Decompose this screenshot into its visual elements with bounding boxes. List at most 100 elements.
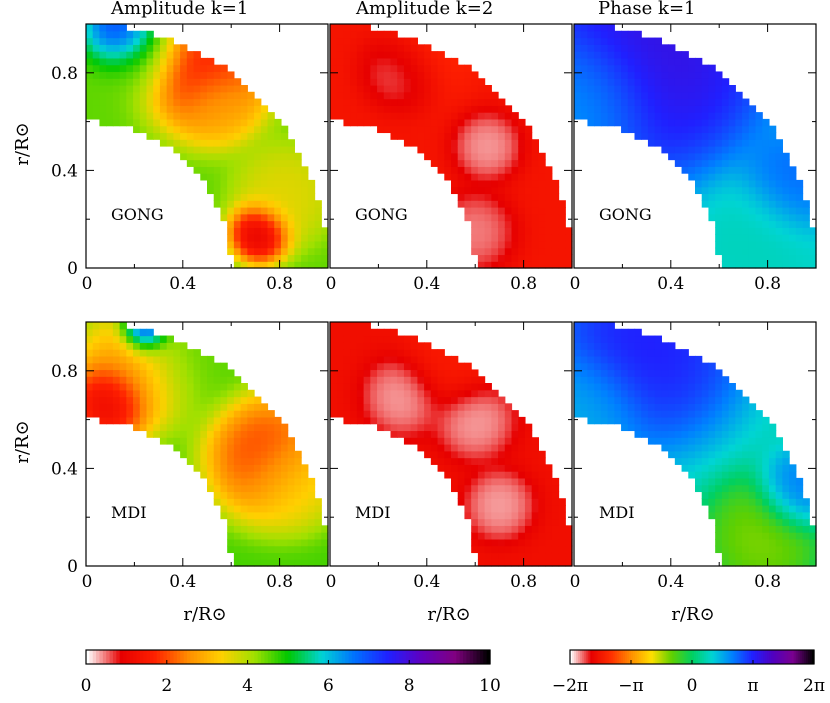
heat-cell bbox=[627, 335, 636, 343]
heat-cell bbox=[574, 91, 582, 100]
heat-cell bbox=[551, 193, 560, 201]
heat-cell bbox=[403, 78, 412, 86]
heat-cell bbox=[99, 78, 107, 86]
heat-cell bbox=[424, 139, 432, 147]
heat-cell bbox=[498, 166, 506, 174]
heat-cell bbox=[668, 118, 676, 127]
heat-cell bbox=[795, 538, 804, 547]
heat-cell bbox=[213, 471, 222, 479]
heat-cell bbox=[417, 430, 425, 438]
heat-cell bbox=[545, 254, 553, 262]
heat-cell bbox=[715, 464, 723, 472]
heat-cell bbox=[403, 376, 412, 384]
heat-cell bbox=[363, 410, 371, 418]
heat-cell bbox=[233, 152, 242, 161]
heat-cell bbox=[641, 376, 649, 384]
heat-cell bbox=[227, 437, 235, 445]
heat-cell bbox=[715, 152, 723, 161]
heat-cell bbox=[674, 152, 683, 161]
heat-cell bbox=[498, 545, 506, 554]
heat-cell bbox=[484, 423, 492, 432]
heat-cell bbox=[491, 98, 499, 106]
heat-cell bbox=[748, 125, 757, 134]
heat-cell bbox=[133, 125, 141, 134]
heat-cell bbox=[789, 464, 797, 472]
heat-cell bbox=[721, 173, 730, 181]
heat-cell bbox=[457, 98, 466, 106]
heat-cell bbox=[607, 383, 615, 391]
heat-cell bbox=[511, 423, 519, 432]
heat-cell bbox=[484, 457, 492, 465]
heat-cell bbox=[748, 152, 757, 161]
heat-cell bbox=[789, 545, 797, 554]
heat-cell bbox=[254, 98, 262, 106]
colorbar-swatch bbox=[700, 650, 703, 664]
heat-cell bbox=[133, 335, 141, 343]
heat-cell bbox=[437, 416, 445, 425]
heat-cell bbox=[782, 484, 790, 493]
heat-cell bbox=[498, 261, 506, 269]
heat-cell bbox=[674, 403, 683, 411]
colorbar-swatch bbox=[689, 650, 693, 664]
heat-cell bbox=[748, 186, 757, 195]
heat-cell bbox=[728, 118, 736, 127]
colorbar-swatch bbox=[753, 650, 756, 664]
colorbar-swatch bbox=[602, 650, 606, 664]
heat-cell bbox=[397, 335, 405, 343]
heat-cell bbox=[260, 261, 269, 269]
heat-cell bbox=[193, 132, 201, 140]
colorbar-swatch bbox=[446, 650, 451, 664]
heat-cell bbox=[294, 200, 302, 208]
heat-cell bbox=[762, 207, 770, 215]
heat-cell bbox=[531, 139, 539, 147]
heat-cell bbox=[397, 362, 405, 371]
heat-cell bbox=[511, 484, 519, 493]
colorbar-swatch bbox=[459, 650, 464, 664]
heat-cell bbox=[350, 328, 358, 337]
heat-cell bbox=[159, 139, 168, 147]
heat-cell bbox=[336, 322, 345, 330]
heat-cell bbox=[748, 545, 757, 554]
heat-cell bbox=[119, 71, 127, 79]
heat-cell bbox=[755, 484, 763, 493]
heat-cell bbox=[350, 37, 358, 45]
heat-cell bbox=[477, 139, 486, 147]
heat-cell bbox=[200, 152, 208, 161]
heat-cell bbox=[565, 261, 573, 269]
heat-cell bbox=[524, 532, 533, 540]
heat-cell bbox=[768, 200, 777, 208]
colorbar-swatch bbox=[385, 650, 390, 664]
heat-cell bbox=[363, 416, 371, 425]
heat-cell bbox=[708, 213, 716, 222]
heat-cell bbox=[213, 78, 222, 86]
heat-cell bbox=[681, 369, 689, 377]
heat-cell bbox=[524, 538, 533, 547]
heat-cell bbox=[240, 545, 248, 554]
heat-cell bbox=[350, 335, 358, 343]
heat-cell bbox=[768, 559, 777, 567]
heat-cell bbox=[674, 85, 683, 93]
heat-cell bbox=[668, 355, 676, 364]
heat-cell bbox=[356, 369, 365, 377]
heat-cell bbox=[247, 457, 255, 465]
heat-cell bbox=[735, 118, 743, 127]
heat-cell bbox=[390, 335, 398, 343]
heat-cell bbox=[531, 477, 539, 486]
colorbar-swatch bbox=[197, 650, 202, 664]
heat-cell bbox=[735, 261, 743, 269]
colorbar-swatch bbox=[200, 650, 205, 664]
heat-cell bbox=[647, 416, 656, 425]
heat-cell bbox=[92, 403, 101, 411]
heat-cell bbox=[356, 78, 365, 86]
heat-cell bbox=[715, 505, 723, 513]
heat-cell bbox=[390, 57, 398, 66]
heat-cell bbox=[307, 227, 316, 235]
heat-cell bbox=[287, 261, 295, 269]
heat-cell bbox=[695, 355, 703, 364]
heat-cell bbox=[186, 132, 195, 140]
heat-cell bbox=[748, 159, 757, 167]
x-tick-label: 0.8 bbox=[754, 274, 781, 294]
heat-cell bbox=[531, 484, 539, 493]
heat-cell bbox=[789, 532, 797, 540]
